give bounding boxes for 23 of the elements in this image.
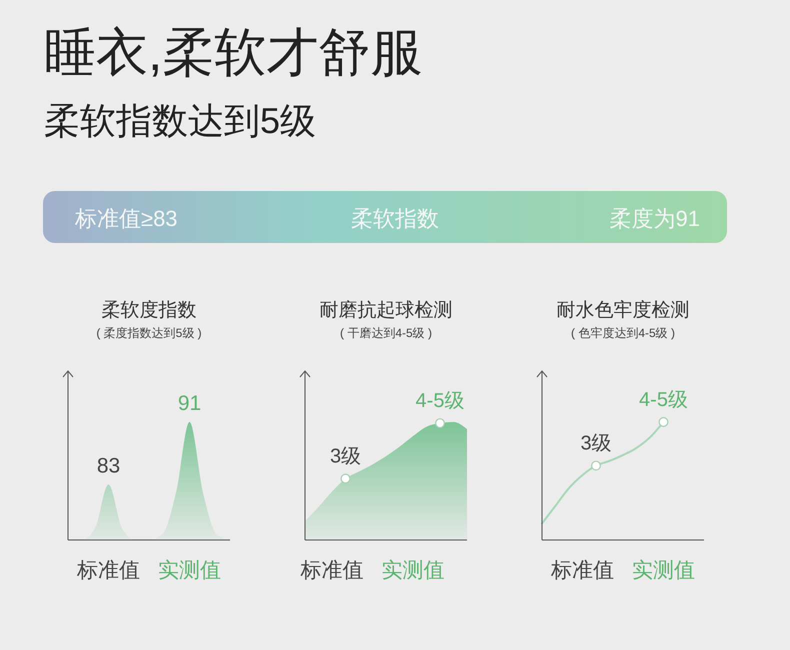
text: 柔软指数达到5级	[44, 100, 316, 141]
annotation: 3级	[580, 432, 612, 455]
text: 91	[178, 392, 202, 415]
text: 柔软指数	[351, 206, 439, 231]
annotation: 83	[96, 454, 120, 478]
text: 标准值≥83	[74, 206, 178, 231]
chart-subtitle: ( 色牢度达到4-5级 )	[570, 326, 676, 340]
x-tick-label: 实测值	[158, 558, 221, 582]
chart-subtitle: ( 柔度指数达到5级 )	[96, 326, 202, 340]
chart-title: 耐水色牢度检测	[556, 299, 690, 321]
text: 柔度为91	[610, 206, 700, 231]
x-tick-label: 标准值	[300, 558, 364, 582]
x-tick-label: 标准值	[550, 558, 614, 582]
chart-subtitle: ( 干磨达到4-5级 )	[340, 326, 432, 340]
x-tick-label: 实测值	[632, 558, 695, 582]
x-tick-label: 实测值	[382, 558, 444, 582]
x-tick-label: 标准值	[76, 558, 140, 582]
text: 睡衣,柔软才舒服	[44, 24, 422, 82]
text: 4-5级	[639, 389, 688, 411]
text: 4-5级	[416, 390, 464, 412]
chart-title: 柔软度指数	[102, 299, 196, 321]
chart-title: 耐磨抗起球检测	[320, 299, 452, 321]
annotation: 3级	[330, 446, 362, 468]
